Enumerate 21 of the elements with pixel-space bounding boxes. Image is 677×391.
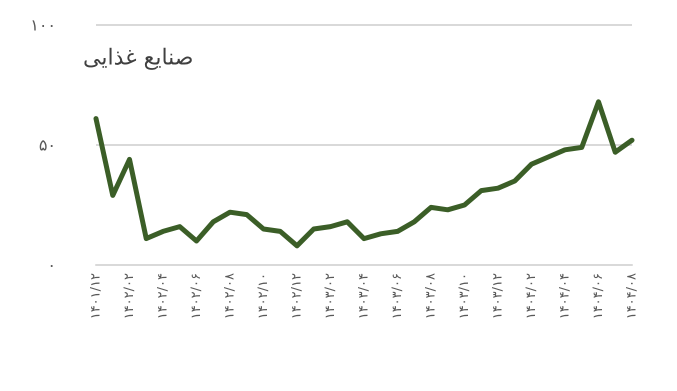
x-tick-label: ۱۴۰۴/۰۴ [558, 272, 572, 320]
x-tick-label: ۱۴۰۳/۰۸ [424, 272, 438, 320]
x-tick-label: ۱۴۰۴/۰۸ [624, 272, 640, 320]
x-tick-label: ۱۴۰۳/۰۶ [390, 273, 405, 320]
x-tick-label: ۱۴۰۲/۰۴ [156, 272, 170, 320]
x-tick-label: ۱۴۰۳/۰۲ [323, 272, 338, 320]
x-tick-label: ۱۴۰۳/۰۴ [356, 272, 372, 320]
x-tick-label: ۱۴۰۱/۱۲ [88, 272, 104, 320]
x-tick-label: ۱۴۰۲/۰۸ [222, 272, 238, 320]
x-tick-label: ۱۴۰۴/۰۶ [591, 273, 606, 320]
y-tick-label: ۵۰ [38, 136, 56, 154]
x-tick-label: ۱۴۰۲/۰۶ [189, 273, 204, 320]
text: صنایع غذایی [83, 46, 194, 70]
x-tick-label: ۱۴۰۲/۱۰ [256, 273, 271, 320]
y-tick-label: ۱۰۰ [30, 16, 56, 34]
x-tick-label: ۱۴۰۲/۱۲ [290, 272, 304, 320]
x-tick-label: ۱۴۰۳/۱۲ [490, 272, 506, 320]
x-tick-label: ۱۴۰۴/۰۲ [524, 272, 539, 320]
x-tick-label: ۱۴۰۲/۰۲ [122, 272, 137, 320]
y-tick-label: ۰ [47, 256, 56, 274]
x-tick-label: ۱۴۰۳/۱۰ [457, 273, 472, 320]
